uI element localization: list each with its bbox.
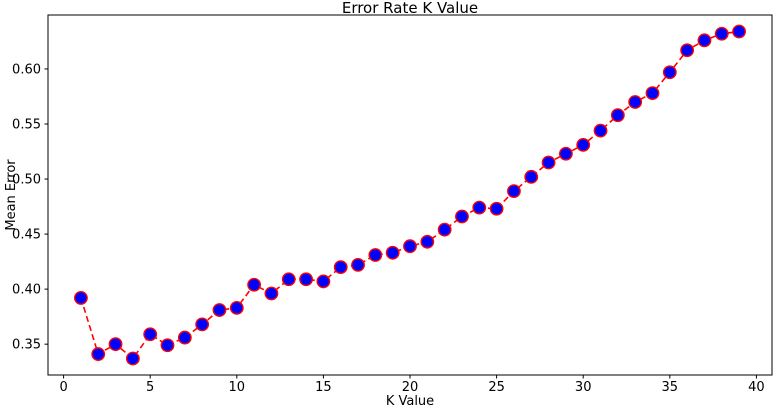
plot-border: [47, 14, 773, 376]
data-point-k-1: [74, 291, 88, 305]
y-tick-label: 0.35: [12, 338, 41, 353]
data-point-k-31: [593, 123, 608, 138]
data-point-k-8: [195, 317, 210, 332]
y-tick-label: 0.55: [12, 117, 41, 132]
x-tick-label: 35: [662, 380, 679, 395]
x-tick-label: 30: [575, 380, 592, 395]
data-point-k-28: [541, 155, 556, 170]
data-point-k-35: [662, 65, 677, 80]
x-tick-label: 20: [402, 380, 419, 395]
data-point-k-7: [177, 330, 192, 345]
data-point-k-12: [264, 286, 279, 301]
y-tick-label: 0.40: [12, 283, 41, 298]
data-point-k-37: [697, 33, 712, 48]
data-point-k-2: [91, 347, 106, 361]
data-point-k-38: [714, 26, 729, 41]
data-point-k-14: [299, 272, 313, 287]
data-point-k-4: [125, 351, 140, 366]
data-point-k-17: [351, 258, 365, 272]
data-point-k-21: [420, 234, 435, 249]
data-point-k-22: [437, 222, 452, 237]
plot-layer: 0 5 10 15 20 25 30 35 40 0.35 0.40 0.45 0.50 0.55 0.60: [12, 14, 773, 395]
x-tick-label: 15: [315, 380, 332, 395]
data-point-k-5: [143, 327, 158, 342]
data-point-k-34: [645, 86, 660, 101]
x-tick-label: 5: [146, 380, 154, 395]
y-axis-label: Mean Error: [4, 159, 19, 231]
x-axis-label: K Value: [386, 394, 434, 408]
data-point-k-20: [403, 239, 417, 254]
data-point-k-36: [680, 43, 695, 58]
data-point-k-32: [610, 108, 625, 123]
data-point-k-30: [576, 138, 591, 152]
data-point-k-16: [333, 260, 348, 275]
error-rate-line: [80, 30, 740, 360]
y-tick-label: 0.60: [12, 62, 41, 77]
data-point-k-39: [732, 24, 746, 39]
x-tick-label: 40: [748, 380, 765, 395]
data-point-k-9: [212, 303, 227, 317]
data-point-k-18: [368, 248, 383, 262]
x-tick-label: 25: [488, 380, 505, 395]
data-point-k-13: [281, 272, 296, 287]
data-point-k-10: [229, 300, 244, 315]
data-point-k-15: [316, 274, 331, 289]
data-point-k-29: [558, 146, 573, 161]
x-tick-label: 10: [229, 380, 246, 395]
y-tick-label: 0.50: [12, 173, 41, 188]
y-tick-label: 0.45: [12, 228, 41, 243]
data-point-k-23: [455, 209, 469, 224]
data-point-k-11: [247, 277, 262, 292]
data-point-k-27: [524, 169, 539, 184]
data-point-k-33: [628, 95, 643, 109]
chart-title: Error Rate K Value: [342, 0, 478, 17]
data-point-k-19: [385, 245, 400, 260]
data-point-k-24: [472, 200, 487, 215]
data-point-k-6: [160, 338, 175, 353]
data-point-k-3: [108, 337, 123, 352]
x-tick-label: 0: [59, 380, 67, 395]
data-point-k-26: [507, 184, 521, 199]
data-point-k-25: [489, 201, 504, 216]
